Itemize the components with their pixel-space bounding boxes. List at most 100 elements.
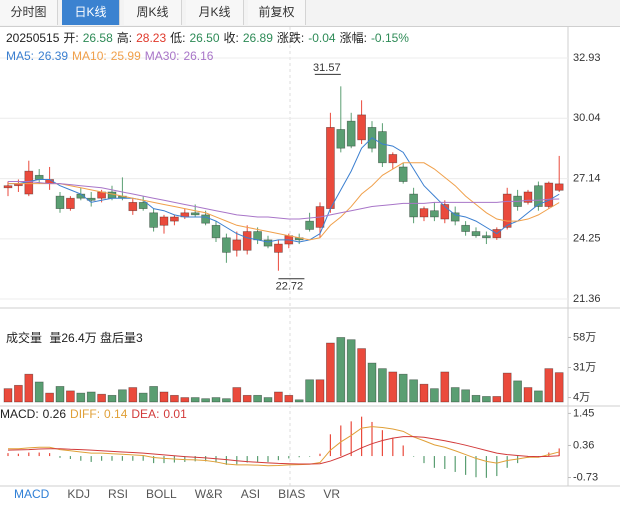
indicator-tab[interactable]: RSI	[108, 487, 129, 501]
volume-info: 量26.4万 盘后量3	[49, 331, 143, 345]
y-tick-label: 0.36	[573, 439, 594, 451]
volume-bar	[378, 368, 387, 403]
volume-bar	[492, 396, 502, 403]
indicator-tab[interactable]: VR	[323, 487, 341, 501]
volume-bar	[367, 362, 377, 403]
candle-body	[222, 237, 231, 253]
volume-legend: 成交量 量26.4万 盘后量3	[6, 329, 143, 346]
volume-bar	[118, 389, 127, 403]
volume-bar	[201, 398, 210, 403]
indicator-tabs: MACD KDJ RSI BOLL W&R ASI BIAS VR	[14, 487, 340, 501]
volume-bar	[450, 387, 460, 403]
volume-bar	[170, 394, 179, 403]
period-tab[interactable]: 周K线	[124, 0, 182, 25]
high-annotation: 31.57	[313, 62, 341, 74]
indicator-tab[interactable]: BIAS	[278, 487, 306, 501]
volume-bar	[430, 388, 439, 403]
quote-label: 涨幅:	[339, 31, 367, 45]
macd-series-value: 0.14	[104, 407, 128, 421]
quote-label: 收:	[223, 31, 239, 45]
y-tick-label: 27.14	[573, 173, 601, 185]
volume-bar	[440, 371, 450, 403]
period-tab[interactable]: 日K线	[62, 0, 120, 25]
volume-bar	[482, 396, 491, 403]
y-tick-label: 31万	[573, 361, 596, 373]
volume-bar	[128, 387, 138, 403]
candle-body	[409, 193, 418, 218]
ma-name: MA30:	[144, 49, 180, 63]
candle-body	[190, 212, 200, 216]
y-tick-label: 30.04	[573, 112, 601, 124]
ma-value: 26.39	[38, 49, 69, 63]
volume-bar	[76, 392, 86, 403]
macd-series-value: 0.01	[163, 407, 187, 421]
indicator-tab[interactable]: W&R	[194, 487, 223, 501]
ma-value: 25.99	[110, 49, 141, 63]
quote-value: 26.89	[242, 31, 273, 45]
quote-label: 开:	[63, 31, 79, 45]
candle-body	[55, 195, 65, 209]
period-tab[interactable]: 月K线	[186, 0, 244, 25]
ma-line	[8, 162, 560, 241]
ma-name: MA10:	[72, 49, 107, 63]
macd-series-name: DEA:	[131, 407, 160, 421]
candle-body	[242, 231, 252, 251]
candle-body	[502, 193, 512, 228]
volume-bar	[222, 398, 231, 403]
volume-bar	[398, 373, 408, 403]
candle-body	[149, 212, 158, 228]
volume-bar	[55, 386, 65, 403]
candle-body	[430, 210, 439, 218]
volume-bar	[97, 393, 106, 403]
volume-bar	[263, 397, 273, 403]
indicator-tab[interactable]: MACD	[14, 487, 50, 501]
period-tab[interactable]: 前复权	[248, 0, 306, 25]
ma-legend: MA5: 26.39 MA10: 25.99 MA30: 26.16	[6, 49, 213, 63]
indicator-tab[interactable]: KDJ	[67, 487, 91, 501]
y-tick-label: -0.73	[573, 471, 598, 483]
quote-value: 26.58	[82, 31, 113, 45]
candle-body	[482, 235, 491, 239]
volume-bar	[471, 394, 481, 403]
volume-bar	[294, 399, 304, 403]
volume-bar	[409, 379, 418, 403]
volume-bar	[461, 389, 470, 403]
macd-line	[7, 436, 560, 465]
volume-bar	[346, 339, 356, 403]
volume-bar	[554, 372, 564, 403]
y-tick-label: 58万	[573, 331, 596, 343]
macd-value: 0.26	[42, 407, 67, 421]
volume-bar	[534, 390, 543, 403]
quote-label: 低:	[170, 31, 186, 45]
candle-body	[3, 185, 13, 189]
candle-body	[232, 239, 242, 251]
volume-bar	[190, 397, 200, 403]
indicator-tab[interactable]: BOLL	[146, 487, 177, 501]
candle-body	[170, 216, 179, 222]
candle-body	[544, 182, 554, 207]
macd-legend: MACD: 0.26 DIFF: 0.14 DEA: 0.01	[0, 407, 187, 421]
volume-bar	[34, 381, 44, 403]
quote-value: 26.50	[189, 31, 220, 45]
volume-title: 成交量	[6, 331, 43, 345]
candle-body	[128, 202, 138, 212]
period-tab[interactable]: 分时图	[0, 0, 58, 25]
volume-bar	[149, 386, 158, 403]
indicator-tab[interactable]: ASI	[240, 487, 261, 501]
candle-body	[440, 204, 450, 220]
volume-bar	[336, 337, 346, 403]
quote-date: 20250515	[6, 31, 60, 45]
y-tick-label: 4万	[573, 391, 590, 403]
volume-bar	[211, 397, 221, 403]
candle-body	[305, 220, 314, 230]
candle-body	[66, 197, 75, 209]
volume-bar	[45, 392, 54, 403]
candle-body	[461, 224, 470, 232]
volume-bar	[523, 387, 533, 403]
volume-bar	[138, 392, 148, 403]
ma-line	[8, 137, 560, 243]
period-tabs: 分时图 日K线 周K线 月K线 前复权	[0, 0, 620, 27]
macd-name: MACD:	[0, 407, 39, 421]
